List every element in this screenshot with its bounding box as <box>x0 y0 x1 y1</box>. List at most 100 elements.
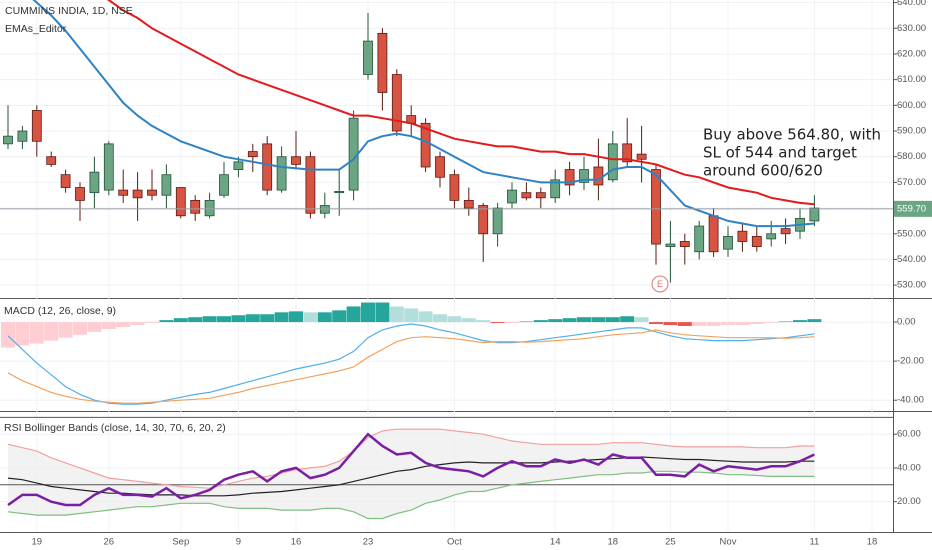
y-tick-label: 640.00 <box>897 0 926 8</box>
pane <box>0 0 893 286</box>
candle-body <box>147 189 157 196</box>
histogram-bar <box>130 322 145 326</box>
candle-body <box>435 156 445 178</box>
histogram-bar <box>505 322 519 324</box>
y-tick-label: 570.00 <box>897 177 926 188</box>
candle-body <box>276 156 287 191</box>
x-tick-label: Nov <box>720 537 737 548</box>
histogram-bar <box>245 314 260 323</box>
candle-body <box>89 171 100 194</box>
histogram-bar <box>778 321 793 323</box>
candle-body <box>247 151 258 158</box>
histogram-bar <box>620 316 635 323</box>
candle-body <box>118 189 129 196</box>
candle-body <box>75 187 85 201</box>
rsi-title: RSI Bollinger Bands (close, 14, 30, 70, … <box>4 422 226 434</box>
x-tick-label: 9 <box>236 537 241 548</box>
histogram-bar <box>44 322 59 341</box>
candle-body <box>694 225 705 253</box>
histogram-bar <box>721 322 735 326</box>
histogram-bar <box>591 317 606 323</box>
histogram-bar <box>289 311 303 323</box>
rsi-line <box>7 470 815 520</box>
macd-line <box>7 329 815 404</box>
histogram-bar <box>807 319 822 323</box>
event-label: E <box>657 279 663 289</box>
candle-body <box>305 156 316 214</box>
candle-body <box>737 230 748 242</box>
y-tick-label: 20.00 <box>897 496 921 507</box>
candle-body <box>751 235 762 248</box>
histogram-bar <box>159 320 174 323</box>
last-price-label: 559.70 <box>897 203 926 214</box>
histogram-bar <box>447 316 462 323</box>
last-price-box <box>894 200 932 217</box>
histogram-bar <box>231 315 246 323</box>
histogram-bar <box>677 322 692 326</box>
event-marker <box>651 275 669 293</box>
histogram-bar <box>793 320 807 323</box>
histogram-bar <box>404 308 419 323</box>
y-tick-label: 0.00 <box>897 317 916 328</box>
histogram-bar <box>145 322 159 324</box>
histogram-bar <box>649 322 663 325</box>
candle-body <box>334 190 345 194</box>
y-tick-label: -20.00 <box>897 356 924 367</box>
histogram-bar <box>692 322 707 326</box>
histogram-bar <box>188 317 203 323</box>
y-tick-label: 610.00 <box>897 74 926 85</box>
candle-body <box>651 169 661 245</box>
candle-body <box>363 40 373 75</box>
x-tick-label: 11 <box>809 537 819 548</box>
y-tick-label: 600.00 <box>897 100 926 111</box>
indicator-title: EMAs_Editor <box>5 23 67 35</box>
histogram-bar <box>605 317 620 323</box>
histogram-bar <box>73 322 87 335</box>
histogram-bar <box>490 322 505 324</box>
candle-body <box>478 205 489 235</box>
candle-body <box>391 74 402 132</box>
histogram-bar <box>519 321 534 323</box>
y-tick-label: -40.00 <box>897 395 924 406</box>
histogram-bar <box>418 311 433 323</box>
candle-body <box>31 110 42 142</box>
histogram-bar <box>389 306 404 323</box>
x-tick-label: 25 <box>665 537 676 548</box>
candle-body <box>723 235 733 250</box>
histogram-bar <box>116 322 131 327</box>
y-tick-label: 580.00 <box>897 151 926 162</box>
annotation: Buy above 564.80, with <box>703 126 881 144</box>
pane <box>0 302 893 405</box>
histogram-bar <box>1 322 15 348</box>
histogram-bar <box>260 314 275 323</box>
candle-body <box>377 32 388 93</box>
annotation: SL of 544 and target <box>703 144 857 162</box>
candle-body <box>291 156 301 165</box>
pane <box>0 416 893 520</box>
chart-title: CUMMINS INDIA, 1D, NSE <box>5 5 133 17</box>
candle-body <box>319 205 330 214</box>
candle-body <box>564 169 575 186</box>
x-tick-label: 23 <box>363 537 374 548</box>
candle-body <box>579 169 589 183</box>
histogram-bar <box>173 318 188 323</box>
y-tick-label: 540.00 <box>897 254 926 265</box>
candle-body <box>492 207 503 235</box>
rsi-line <box>7 432 815 507</box>
candle-body <box>622 143 633 163</box>
candle-body <box>233 161 244 170</box>
y-tick-label: 40.00 <box>897 462 921 473</box>
candle-body <box>766 233 777 240</box>
histogram-bar <box>274 312 289 323</box>
candle-body <box>507 189 517 204</box>
candle-body <box>262 143 273 191</box>
candle-body <box>665 243 676 248</box>
candle-body <box>60 174 71 188</box>
candle-body <box>593 166 604 186</box>
candle-body <box>175 187 186 217</box>
histogram-bar <box>87 322 102 332</box>
x-tick-label: 19 <box>32 537 43 548</box>
x-tick-label: 18 <box>608 537 619 548</box>
